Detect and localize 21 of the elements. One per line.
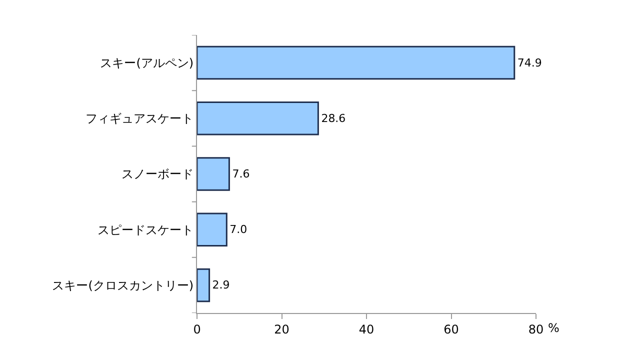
x-tick-label: 60 bbox=[444, 322, 459, 336]
data-label: 74.9 bbox=[517, 56, 542, 70]
bar bbox=[197, 102, 319, 136]
bar bbox=[197, 46, 516, 80]
x-tick-label: 80 bbox=[528, 322, 544, 336]
data-label: 7.6 bbox=[232, 168, 250, 180]
bar bbox=[197, 212, 228, 246]
y-tick-label: スキー(クロスカントリー) bbox=[52, 278, 194, 292]
x-tick-label: 40 bbox=[358, 322, 374, 336]
y-tick-label: スキー(アルペン) bbox=[100, 56, 194, 70]
data-label: 2.9 bbox=[212, 278, 230, 292]
x-axis-title: % bbox=[548, 321, 560, 335]
bar bbox=[197, 157, 230, 191]
x-tick-label: 0 bbox=[193, 322, 201, 336]
y-tick-label: スノーボード bbox=[122, 167, 194, 182]
y-tick-label: フィギュアスケート bbox=[86, 112, 194, 126]
bar bbox=[197, 268, 210, 302]
data-label: 7.0 bbox=[230, 223, 248, 236]
data-label: 28.6 bbox=[321, 112, 346, 125]
x-tick-label: 20 bbox=[274, 322, 290, 336]
y-tick-label: スピードスケート bbox=[98, 222, 194, 237]
